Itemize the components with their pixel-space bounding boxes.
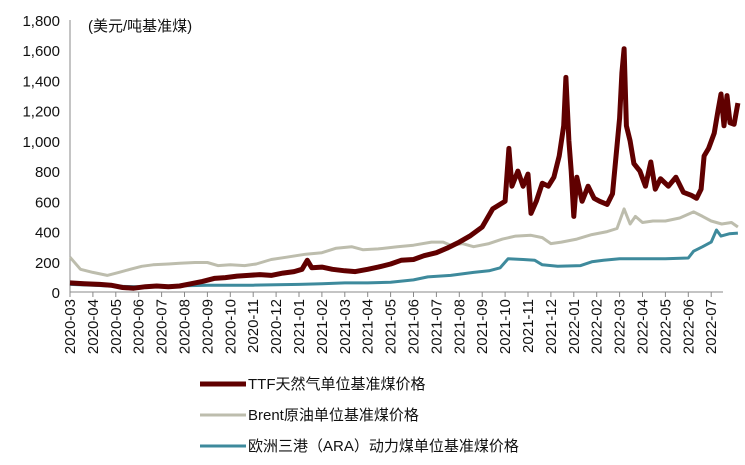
x-tick-label: 2022-05 — [657, 299, 674, 354]
x-tick-label: 2021-11 — [520, 299, 537, 353]
legend: TTF天然气单位基准煤价格 Brent原油单位基准煤价格 欧洲三港（ARA）动力… — [200, 376, 519, 455]
series-line-ttf — [69, 46, 741, 291]
x-tick-label: 2021-07 — [428, 299, 445, 354]
x-tick-label: 2022-04 — [635, 299, 652, 354]
y-tick-label: 800 — [35, 164, 60, 181]
x-tick-label: 2021-05 — [383, 299, 400, 354]
x-tick-label: 2021-01 — [291, 299, 308, 354]
x-tick-label: 2021-04 — [360, 299, 377, 354]
x-tick-label: 2020-12 — [268, 299, 285, 354]
x-tick-label: 2022-02 — [589, 299, 606, 354]
x-tick-label: 2021-09 — [474, 299, 491, 354]
x-tick-label: 2022-07 — [703, 299, 720, 354]
y-tick-label: 400 — [35, 225, 60, 242]
x-tick-label: 2021-08 — [451, 299, 468, 354]
x-tick-label: 2020-05 — [108, 299, 125, 354]
series-line-ara — [69, 228, 739, 289]
legend-label-ttf: TTF天然气单位基准煤价格 — [248, 376, 426, 393]
y-tick-label: 1,600 — [22, 43, 60, 60]
x-tick-label: 2021-02 — [314, 299, 331, 354]
legend-label-ara: 欧洲三港（ARA）动力煤单位基准煤价格 — [248, 438, 519, 455]
x-tick-label: 2021-06 — [406, 299, 423, 354]
x-tick-label: 2020-11 — [245, 299, 262, 353]
y-tick-label: 600 — [35, 194, 60, 211]
x-tick-label: 2022-06 — [680, 299, 697, 354]
y-tick-label: 200 — [35, 255, 60, 272]
x-tick-label: 2021-03 — [337, 299, 354, 354]
x-tick-label: 2021-10 — [497, 299, 514, 354]
x-tick-label: 2020-04 — [85, 299, 102, 354]
x-tick-label: 2022-03 — [612, 299, 629, 354]
series-line-brent — [68, 207, 739, 277]
y-tick-label: 1,000 — [22, 134, 60, 151]
y-tick-label: 1,200 — [22, 104, 60, 121]
y-tick-label: 1,800 — [22, 13, 60, 30]
y-tick-label: 0 — [52, 285, 60, 302]
x-tick-label: 2020-09 — [199, 299, 216, 354]
x-tick-label: 2021-12 — [543, 299, 560, 354]
x-tick-label: 2020-10 — [222, 299, 239, 354]
legend-label-brent: Brent原油单位基准煤价格 — [248, 407, 419, 424]
x-tick-label: 2020-03 — [62, 299, 79, 354]
x-tick-label: 2020-07 — [154, 299, 171, 354]
x-tick-label: 2022-01 — [566, 299, 583, 354]
unit-label: (美元/吨基准煤) — [88, 18, 192, 35]
x-tick-label: 2020-08 — [177, 299, 194, 354]
y-tick-label: 1,400 — [22, 73, 60, 90]
x-tick-label: 2020-06 — [131, 299, 148, 354]
